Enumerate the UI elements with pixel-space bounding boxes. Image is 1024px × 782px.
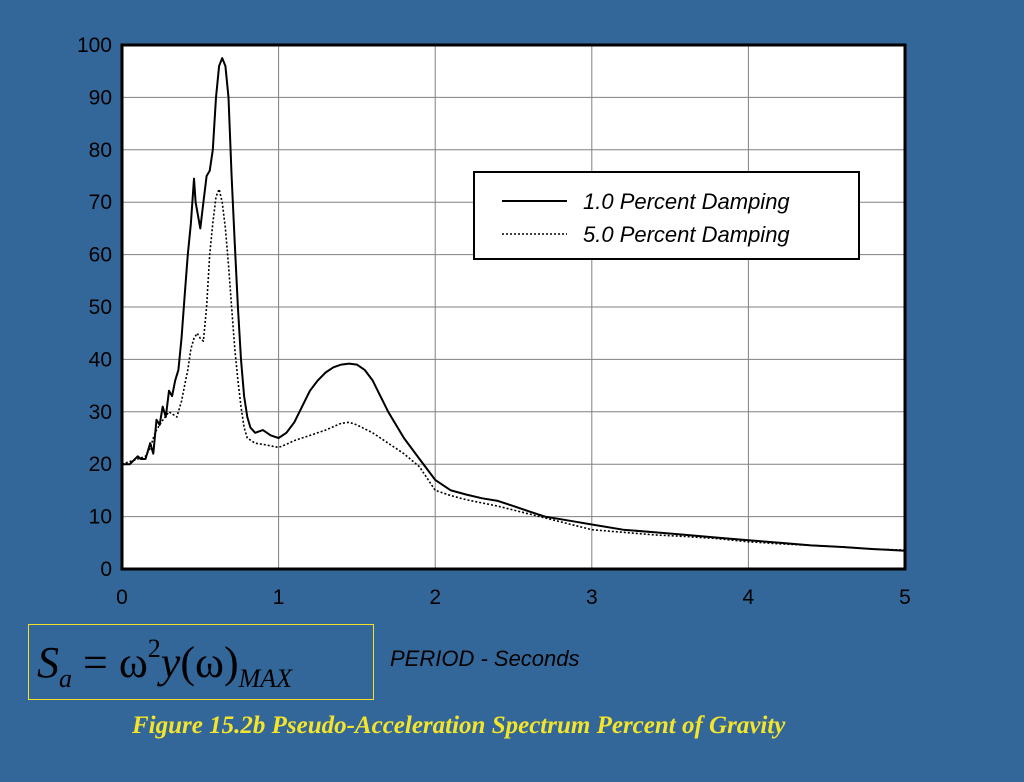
legend: 1.0 Percent Damping 5.0 Percent Damping [473, 171, 860, 260]
y-tick-label: 0 [100, 558, 112, 581]
legend-label-2: 5.0 Percent Damping [583, 222, 790, 247]
chart: 0 10 20 30 40 50 60 70 80 90 100 0 1 2 3 4 5 1.0 Percent… [77, 34, 911, 609]
formula-base-subscript: a [59, 664, 72, 693]
x-tick-label: 4 [743, 586, 755, 609]
formula-func: y [160, 638, 181, 687]
legend-label-1: 1.0 Percent Damping [583, 189, 790, 214]
y-tick-label: 50 [89, 296, 112, 319]
y-tick-label: 20 [89, 453, 112, 476]
x-axis-label: PERIOD - Seconds [390, 646, 580, 671]
y-tick-label: 30 [89, 401, 112, 424]
tick-labels: 0 10 20 30 40 50 60 70 80 90 100 0 1 2 3 4 5 [77, 34, 911, 609]
y-tick-label: 60 [89, 244, 112, 267]
series-line-1 [122, 57, 906, 552]
formula-arg: ω [194, 638, 224, 687]
y-tick-label: 80 [89, 139, 112, 162]
x-tick-label: 1 [273, 586, 285, 609]
figure-caption: Figure 15.2b Pseudo-Acceleration Spectru… [132, 712, 786, 739]
y-tick-label: 90 [89, 86, 112, 109]
formula-close-paren: ) [223, 638, 239, 687]
legend-box [473, 171, 860, 260]
formula-power: 2 [147, 634, 161, 663]
x-tick-label: 0 [116, 586, 128, 609]
formula-equals: = [72, 638, 119, 687]
formula-omega: ω [118, 638, 148, 687]
x-tick-label: 3 [586, 586, 598, 609]
y-tick-label: 70 [89, 191, 112, 214]
plot-frame [120, 43, 907, 571]
formula-box: Sa = ω2y(ω)MAX [28, 624, 374, 700]
y-tick-label: 10 [89, 506, 112, 529]
x-tick-label: 5 [899, 586, 911, 609]
formula-base: S [37, 638, 59, 687]
y-tick-label: 100 [77, 34, 112, 57]
series-layer [121, 57, 906, 552]
y-tick-label: 40 [89, 348, 112, 371]
x-tick-label: 2 [429, 586, 441, 609]
formula-open-paren: ( [180, 638, 195, 687]
series-line-2 [121, 188, 906, 551]
formula-subscript: MAX [238, 664, 293, 693]
